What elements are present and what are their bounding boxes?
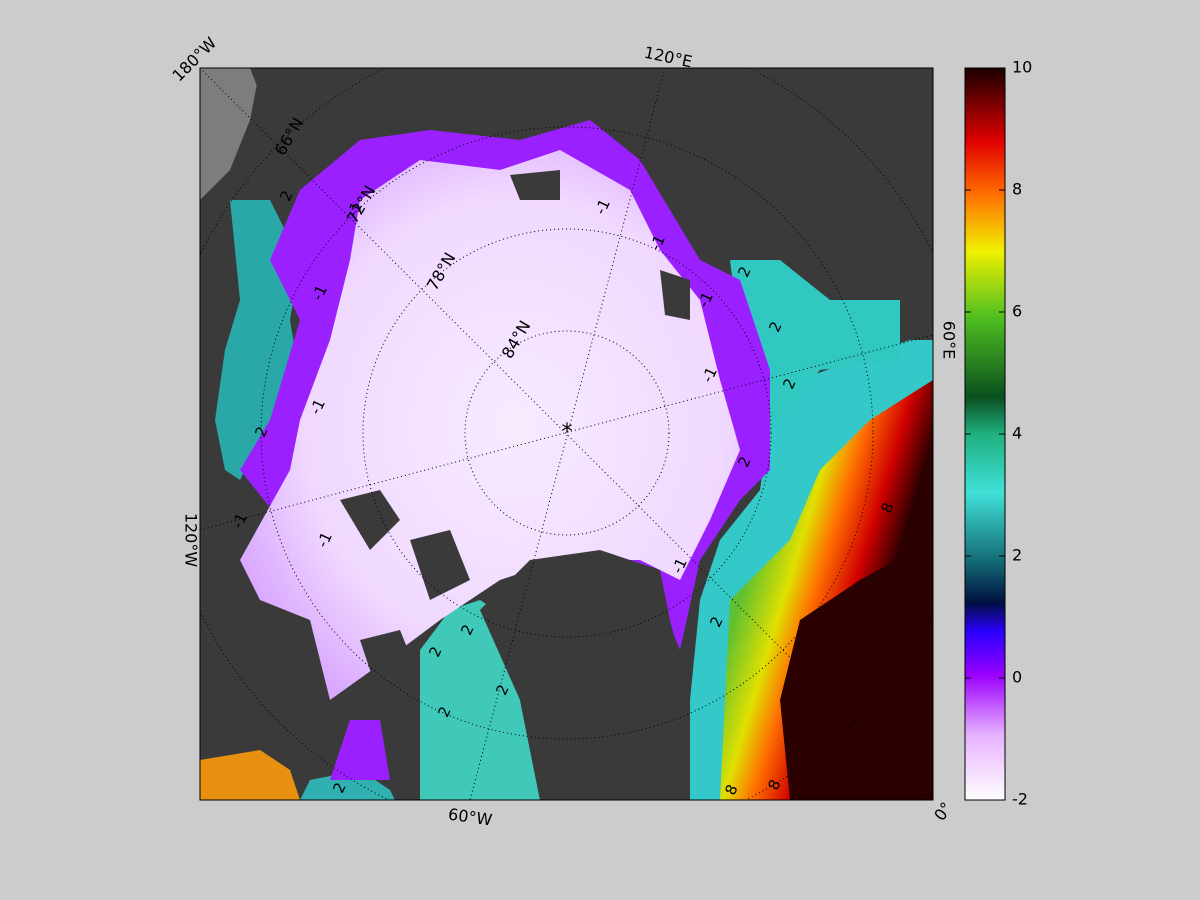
island (660, 270, 690, 320)
land-ice (200, 68, 260, 200)
colorbar (964, 67, 1006, 801)
longitude-label: 120°W (182, 513, 201, 568)
graticule-circle (362, 228, 772, 638)
ocean-hot (780, 540, 933, 800)
pole-marker: * (562, 420, 573, 445)
island (340, 490, 400, 550)
meridian (200, 68, 933, 800)
island (510, 170, 560, 200)
meridian (200, 334, 933, 531)
contour-label: -1 (646, 232, 669, 253)
greenland (480, 550, 690, 800)
contour-label: -1 (308, 282, 331, 303)
graticule-circle (464, 330, 670, 536)
island (410, 530, 470, 600)
colorbar-tick-label: 2 (1012, 546, 1022, 565)
graticule (200, 68, 933, 800)
contour-label: -1 (306, 396, 329, 417)
colorbar-tick-label: 10 (1012, 58, 1032, 77)
contour-label: -1 (668, 555, 691, 576)
sea-ice (240, 150, 740, 700)
longitude-label: 60°E (940, 321, 959, 359)
colorbar-tick-label: 0 (1012, 668, 1022, 687)
eurasia-north (200, 68, 933, 250)
ocean-cyan (730, 260, 900, 420)
contour-label: -1 (698, 364, 721, 385)
contour-label: -1 (313, 529, 336, 550)
contour-label: -1 (591, 196, 614, 217)
contour-label: -1 (228, 510, 251, 531)
colorbar-tick-label: 8 (1012, 180, 1022, 199)
longitude-label: 0° (930, 799, 956, 825)
island (360, 630, 420, 700)
colorbar-ticks: -2 0 2 4 6 8 10 (965, 58, 1032, 809)
colorbar-tick-label: -2 (1012, 790, 1028, 809)
ocean-warm (200, 750, 300, 800)
map-frame (199, 67, 934, 801)
contour-label: -1 (343, 199, 366, 220)
graticule-circle (260, 126, 874, 740)
colorbar-tick-label: 6 (1012, 302, 1022, 321)
longitude-label: 60°W (447, 805, 494, 830)
colorbar-tick-label: 4 (1012, 424, 1022, 443)
contour-label: -1 (694, 289, 717, 310)
longitude-label: 120°E (642, 43, 694, 72)
ocean-purple (330, 720, 390, 780)
